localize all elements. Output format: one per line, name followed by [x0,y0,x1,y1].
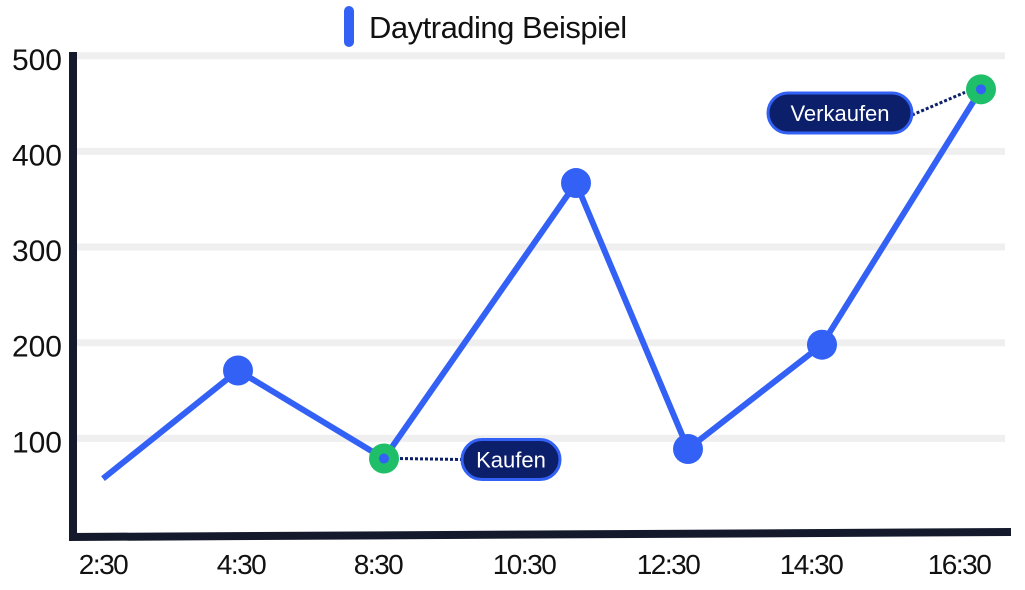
axes [68,52,1012,541]
x-tick-label: 10:30 [493,549,556,580]
badge-background [460,438,562,482]
y-tick-label: 500 [12,44,62,77]
x-axis-ticks: 2:30 4:30 8:30 10:30 12:30 14:30 16:30 [79,549,993,580]
sell-point-dot [976,84,986,95]
buy-point-dot [379,453,389,464]
annotation-badge-kaufen: Kaufen [460,438,562,482]
x-tick-label: 8:30 [354,549,403,580]
annotation-badge-verkaufen: Verkaufen [766,91,914,135]
data-point-marker[interactable] [223,355,253,386]
legend-label: Daytrading Beispiel [369,10,627,45]
x-axis-line [68,528,1012,541]
badge-label: Kaufen [476,448,546,473]
y-tick-label: 100 [12,426,62,459]
legend-swatch [344,6,354,47]
badge-background [766,91,914,135]
data-point-marker[interactable] [561,168,591,199]
series-line [101,87,984,481]
data-point-marker[interactable] [673,433,703,464]
annotation-leader-line [399,457,463,462]
x-tick-label: 14:30 [780,549,843,580]
annotations: Kaufen Verkaufen [399,90,966,482]
data-point-marker[interactable] [807,329,837,360]
badge-label: Verkaufen [790,101,889,126]
gridlines [72,52,1005,442]
x-tick-label: 4:30 [217,549,266,580]
x-tick-label: 16:30 [928,549,991,580]
y-tick-label: 400 [12,139,62,172]
y-tick-label: 300 [12,235,62,268]
data-series [101,74,996,481]
y-axis-ticks: 100 200 300 400 500 [12,44,62,460]
x-tick-label: 2:30 [79,549,128,580]
legend: Daytrading Beispiel [344,6,627,47]
annotation-leader-line [911,90,966,117]
y-tick-label: 200 [12,331,62,364]
x-tick-label: 12:30 [637,549,700,580]
